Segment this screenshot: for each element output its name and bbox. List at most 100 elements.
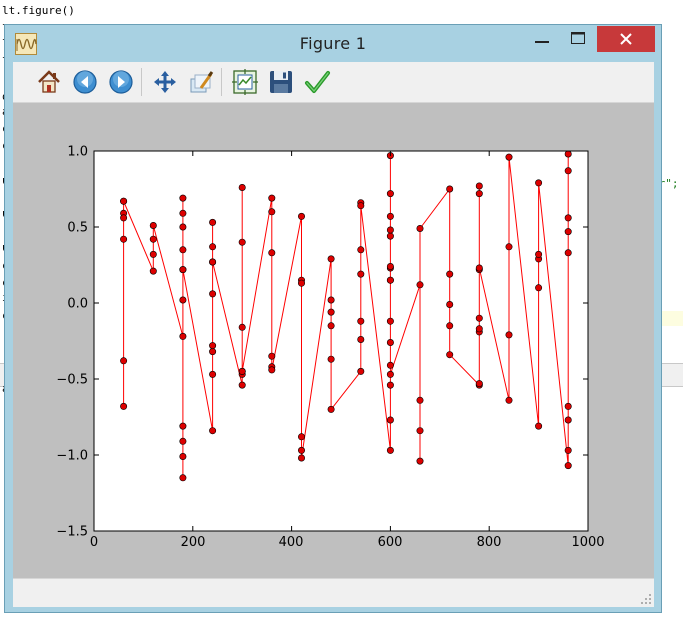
status-bar bbox=[13, 578, 654, 607]
data-point bbox=[386, 190, 394, 198]
data-point bbox=[238, 367, 246, 375]
data-point bbox=[149, 235, 157, 243]
data-point bbox=[564, 228, 572, 236]
y-tick-label: −1.0 bbox=[56, 449, 88, 464]
navigation-toolbar bbox=[13, 62, 654, 103]
data-point bbox=[505, 331, 513, 339]
data-point bbox=[564, 446, 572, 454]
data-point bbox=[120, 357, 128, 365]
data-point bbox=[564, 462, 572, 470]
data-point bbox=[268, 208, 276, 216]
data-point bbox=[179, 296, 187, 304]
zoom-icon bbox=[190, 71, 214, 93]
data-point bbox=[327, 255, 335, 263]
data-point bbox=[268, 366, 276, 374]
data-point bbox=[179, 452, 187, 460]
minimize-button[interactable] bbox=[525, 26, 559, 52]
data-point bbox=[357, 270, 365, 278]
data-point bbox=[357, 246, 365, 254]
data-point bbox=[386, 381, 394, 389]
y-tick-label: 0.0 bbox=[67, 297, 88, 312]
subplots-icon bbox=[232, 69, 258, 95]
data-point bbox=[149, 222, 157, 230]
data-point bbox=[238, 184, 246, 192]
data-point bbox=[297, 212, 305, 220]
data-point bbox=[297, 433, 305, 441]
data-point bbox=[564, 150, 572, 158]
data-point bbox=[446, 351, 454, 359]
data-point bbox=[416, 281, 424, 289]
save-icon bbox=[270, 71, 292, 93]
close-button[interactable] bbox=[597, 26, 655, 52]
data-point bbox=[238, 323, 246, 331]
data-point bbox=[564, 416, 572, 424]
home-button[interactable] bbox=[35, 68, 63, 96]
line-chart[interactable]: 0 200 400 600 800 1000 1.0 0.5 0.0 −0.5 … bbox=[13, 103, 654, 578]
data-point bbox=[475, 325, 483, 333]
data-point bbox=[268, 249, 276, 257]
data-point bbox=[179, 223, 187, 231]
data-point bbox=[357, 336, 365, 344]
data-point bbox=[238, 381, 246, 389]
x-tick-label: 200 bbox=[181, 535, 206, 550]
data-point bbox=[475, 314, 483, 322]
data-point bbox=[416, 396, 424, 404]
figure-canvas[interactable]: 0 200 400 600 800 1000 1.0 0.5 0.0 −0.5 … bbox=[13, 103, 654, 578]
data-point bbox=[386, 317, 394, 325]
back-icon bbox=[73, 70, 97, 94]
edit-icon bbox=[305, 71, 330, 93]
data-point bbox=[416, 225, 424, 233]
data-point bbox=[209, 290, 217, 298]
data-point bbox=[179, 474, 187, 482]
axes-frame bbox=[93, 150, 589, 532]
data-point bbox=[297, 446, 305, 454]
figure-window: Figure 1 bbox=[4, 24, 662, 613]
data-point bbox=[297, 279, 305, 287]
data-point bbox=[179, 266, 187, 274]
data-point bbox=[386, 276, 394, 284]
data-point bbox=[120, 214, 128, 222]
save-button[interactable] bbox=[267, 68, 295, 96]
data-point bbox=[535, 284, 543, 292]
data-point bbox=[327, 296, 335, 304]
data-point bbox=[505, 153, 513, 161]
data-point bbox=[416, 457, 424, 465]
tick-marks bbox=[93, 150, 589, 532]
data-point bbox=[475, 380, 483, 388]
maximize-button[interactable] bbox=[561, 26, 595, 52]
data-point bbox=[209, 342, 217, 350]
data-point bbox=[209, 348, 217, 356]
y-tick-label: 0.5 bbox=[67, 221, 88, 236]
title-bar[interactable]: Figure 1 bbox=[5, 25, 661, 61]
pan-button[interactable] bbox=[151, 68, 179, 96]
data-point bbox=[416, 427, 424, 435]
data-point bbox=[446, 185, 454, 193]
y-tick-label: 1.0 bbox=[67, 145, 88, 160]
data-point bbox=[386, 416, 394, 424]
forward-button[interactable] bbox=[107, 68, 135, 96]
data-point bbox=[386, 361, 394, 369]
data-point bbox=[209, 370, 217, 378]
toolbar-separator bbox=[141, 68, 142, 96]
x-tick-label: 800 bbox=[477, 535, 502, 550]
data-point bbox=[209, 218, 217, 226]
data-point bbox=[535, 422, 543, 430]
data-point bbox=[209, 258, 217, 266]
x-tick-label: 0 bbox=[90, 535, 98, 550]
resize-grip-icon[interactable] bbox=[640, 593, 652, 605]
data-point bbox=[179, 194, 187, 202]
data-point bbox=[179, 209, 187, 217]
data-point bbox=[120, 402, 128, 410]
data-point bbox=[327, 322, 335, 330]
pan-icon bbox=[154, 71, 176, 93]
home-icon bbox=[38, 70, 60, 93]
subplots-button[interactable] bbox=[231, 68, 259, 96]
data-point bbox=[475, 190, 483, 198]
back-button[interactable] bbox=[71, 68, 99, 96]
edit-parameters-button[interactable] bbox=[303, 68, 331, 96]
x-tick-label: 600 bbox=[378, 535, 403, 550]
data-point bbox=[505, 243, 513, 251]
zoom-button[interactable] bbox=[187, 68, 215, 96]
x-tick-label: 1000 bbox=[571, 535, 604, 550]
data-point bbox=[268, 352, 276, 360]
